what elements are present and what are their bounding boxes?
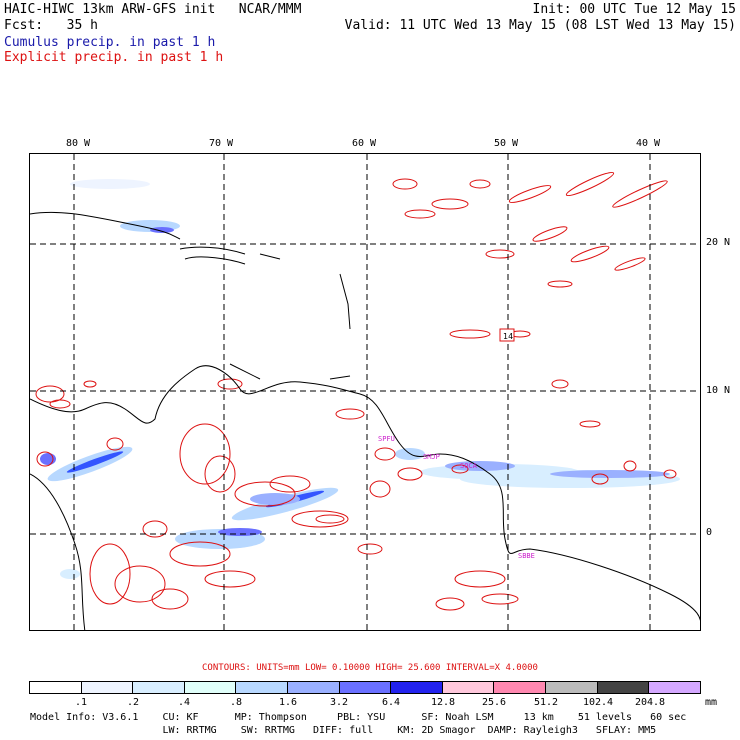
colorbar-tick: .4 <box>177 697 191 708</box>
colorbar-tick: 204.8 <box>634 697 666 708</box>
model-info-line1: Model Info: V3.6.1 CU: KF MP: Thompson P… <box>30 712 687 723</box>
cumulus-precip-areas <box>40 179 680 579</box>
box-marker-label: 14 <box>503 332 513 341</box>
map-canvas: 14 <box>30 154 700 630</box>
colorbar-swatch <box>288 682 340 693</box>
colorbar-units: mm <box>705 697 718 708</box>
lon-label-70w: 70 W <box>209 138 234 149</box>
cumulus-precip-label: Cumulus precip. in past 1 h <box>4 35 216 50</box>
colorbar-tick: 6.4 <box>381 697 401 708</box>
colorbar-tick: 1.6 <box>278 697 298 708</box>
precip-colorbar <box>29 681 701 694</box>
contour-info: CONTOURS: UNITS=mm LOW= 0.10000 HIGH= 25… <box>202 663 538 673</box>
lon-label-60w: 60 W <box>352 138 377 149</box>
explicit-precip-contours <box>35 171 677 611</box>
lon-label-80w: 80 W <box>66 138 91 149</box>
box-marker <box>499 328 515 342</box>
explicit-precip-label: Explicit precip. in past 1 h <box>4 50 224 65</box>
init-time: Init: 00 UTC Tue 12 May 15 <box>532 2 737 17</box>
colorbar-swatch <box>30 682 82 693</box>
colorbar-tick: 12.8 <box>430 697 456 708</box>
precip-map: 14 SPFU SMJP SOCA SBBE <box>29 153 701 631</box>
colorbar-tick: .2 <box>126 697 140 708</box>
colorbar-swatch <box>546 682 598 693</box>
colorbar-tick: .8 <box>229 697 243 708</box>
lat-lon-grid <box>30 154 700 630</box>
colorbar-swatch <box>133 682 185 693</box>
station-label-smjp: SMJP <box>423 453 440 461</box>
colorbar-swatch <box>81 682 134 693</box>
colorbar-tick: 102.4 <box>582 697 614 708</box>
lat-label-0: 0 <box>706 527 713 538</box>
valid-time: Valid: 11 UTC Wed 13 May 15 (08 LST Wed … <box>344 18 736 33</box>
station-label-soca: SOCA <box>460 462 477 470</box>
colorbar-tick: 25.6 <box>481 697 507 708</box>
colorbar-swatch <box>391 682 443 693</box>
model-info-line2: LW: RRTMG SW: RRTMG DIFF: full KM: 2D Sm… <box>30 725 657 736</box>
colorbar-swatch <box>184 682 237 693</box>
coastlines <box>30 211 700 630</box>
colorbar-swatch <box>494 682 547 693</box>
lat-label-20n: 20 N <box>706 237 731 248</box>
lat-label-10n: 10 N <box>706 385 731 396</box>
colorbar-swatch <box>236 682 289 693</box>
colorbar-swatch <box>597 682 650 693</box>
colorbar-tick: .1 <box>74 697 88 708</box>
station-label-spfu: SPFU <box>378 435 395 443</box>
colorbar-swatch <box>339 682 392 693</box>
lon-label-50w: 50 W <box>494 138 519 149</box>
colorbar-swatch <box>649 682 700 693</box>
colorbar-swatch <box>442 682 495 693</box>
lon-label-40w: 40 W <box>636 138 661 149</box>
colorbar-tick: 3.2 <box>329 697 349 708</box>
station-label-sbbe: SBBE <box>518 552 535 560</box>
forecast-hour: Fcst: 35 h <box>4 18 98 33</box>
model-title: HAIC-HIWC 13km ARW-GFS init NCAR/MMM <box>4 2 302 17</box>
colorbar-tick: 51.2 <box>533 697 559 708</box>
